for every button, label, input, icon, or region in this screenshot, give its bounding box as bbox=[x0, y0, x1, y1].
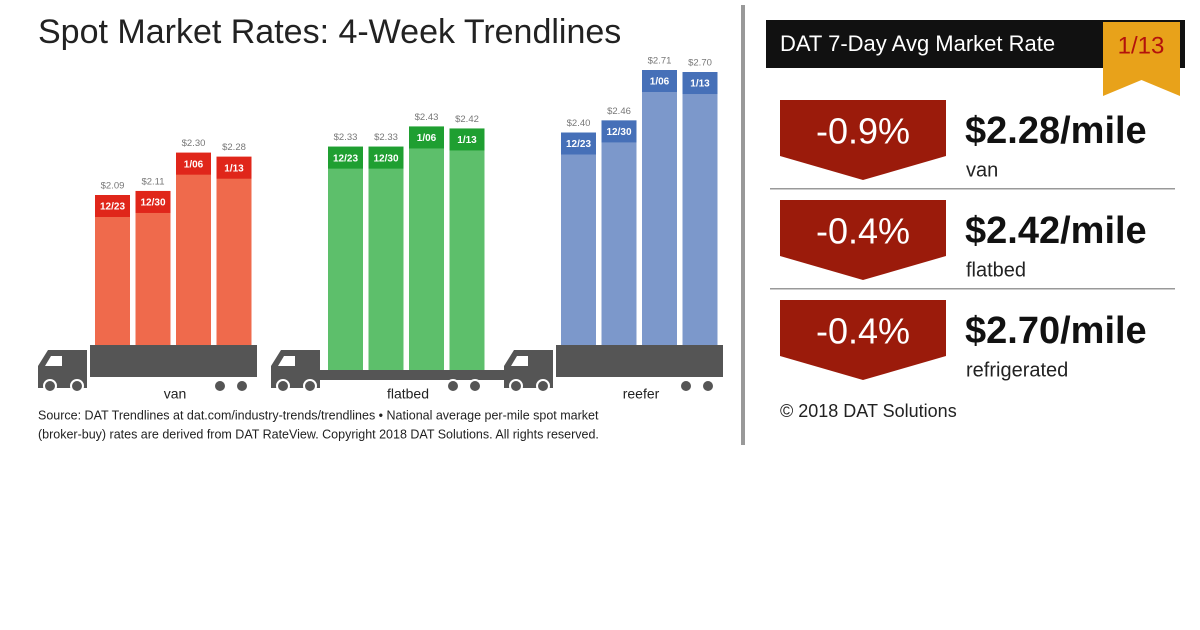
rate-value: $2.42/mile bbox=[965, 210, 1147, 252]
source-note: (broker-buy) rates are derived from DAT … bbox=[38, 427, 599, 441]
value-label: $2.46 bbox=[607, 106, 631, 117]
panel-date: 1/13 bbox=[1118, 32, 1165, 59]
value-label: $2.30 bbox=[182, 138, 206, 149]
wheel bbox=[213, 379, 227, 393]
wheel bbox=[303, 379, 317, 393]
bar bbox=[95, 195, 130, 345]
bar-date: 1/06 bbox=[184, 159, 204, 170]
group-label: reefer bbox=[623, 386, 660, 402]
change-value: -0.4% bbox=[816, 211, 910, 252]
bar-date: 1/06 bbox=[650, 77, 670, 88]
wheel bbox=[235, 379, 249, 393]
change-badge bbox=[780, 200, 946, 280]
bar bbox=[409, 126, 444, 370]
date-ribbon bbox=[1103, 22, 1180, 96]
bar-date-cap bbox=[135, 190, 171, 213]
rate-value: $2.28/mile bbox=[965, 110, 1147, 152]
value-label: $2.28 bbox=[222, 142, 246, 153]
wheel bbox=[468, 379, 482, 393]
wheel bbox=[276, 379, 290, 393]
value-label: $2.33 bbox=[334, 132, 358, 143]
wheel bbox=[70, 379, 84, 393]
wheel bbox=[509, 379, 523, 393]
bar-date: 12/23 bbox=[100, 202, 125, 213]
change-value: -0.9% bbox=[816, 111, 910, 152]
value-label: $2.70 bbox=[688, 58, 712, 69]
bar bbox=[216, 156, 252, 345]
bar-date: 12/30 bbox=[373, 153, 398, 164]
trailer bbox=[90, 345, 257, 377]
rate-label: refrigerated bbox=[966, 359, 1068, 381]
bar-date-cap bbox=[216, 156, 252, 179]
bar-date: 1/13 bbox=[690, 79, 710, 90]
bar-date: 1/06 bbox=[417, 133, 437, 144]
source-note: Source: DAT Trendlines at dat.com/indust… bbox=[38, 408, 599, 422]
bar-date: 12/30 bbox=[606, 127, 631, 138]
value-label: $2.33 bbox=[374, 132, 398, 143]
bar-date-cap bbox=[368, 146, 404, 169]
value-label: $2.09 bbox=[101, 181, 125, 192]
value-label: $2.11 bbox=[141, 176, 164, 187]
change-badge bbox=[780, 100, 946, 180]
bar-date: 12/23 bbox=[566, 139, 591, 150]
bar-date-cap bbox=[561, 132, 596, 155]
bar-date-cap bbox=[601, 120, 637, 143]
bar bbox=[601, 120, 637, 345]
wheel bbox=[446, 379, 460, 393]
chart-title: Spot Market Rates: 4-Week Trendlines bbox=[38, 13, 621, 51]
value-label: $2.42 bbox=[455, 114, 479, 125]
bar bbox=[449, 128, 485, 370]
bar-date-cap bbox=[176, 152, 211, 175]
row-divider bbox=[770, 188, 1175, 190]
wheel bbox=[701, 379, 715, 393]
bar bbox=[642, 70, 677, 345]
truck-window bbox=[278, 356, 295, 366]
rate-label: van bbox=[966, 159, 998, 181]
bar-date: 12/30 bbox=[140, 198, 165, 209]
bar-date: 12/23 bbox=[333, 153, 358, 164]
group-label: flatbed bbox=[387, 386, 429, 402]
wheel bbox=[679, 379, 693, 393]
bar bbox=[135, 190, 171, 345]
rate-label: flatbed bbox=[966, 259, 1026, 281]
value-label: $2.71 bbox=[648, 56, 672, 67]
change-badge bbox=[780, 300, 946, 380]
row-divider bbox=[770, 288, 1175, 290]
trailer bbox=[320, 370, 546, 380]
truck-window bbox=[45, 356, 62, 366]
rate-value: $2.70/mile bbox=[965, 310, 1147, 352]
bar-date-cap bbox=[682, 72, 718, 95]
divider bbox=[741, 5, 745, 445]
bar bbox=[176, 152, 211, 345]
change-value: -0.4% bbox=[816, 311, 910, 352]
bar bbox=[682, 72, 718, 346]
trailer bbox=[556, 345, 723, 377]
value-label: $2.40 bbox=[567, 118, 591, 129]
bar-date-cap bbox=[642, 70, 677, 92]
truck-window bbox=[511, 356, 528, 366]
bar bbox=[328, 146, 363, 370]
value-label: $2.43 bbox=[415, 112, 439, 123]
bar bbox=[368, 146, 404, 370]
group-label: van bbox=[164, 386, 187, 402]
bar-date: 1/13 bbox=[457, 135, 477, 146]
bar-date-cap bbox=[95, 195, 130, 217]
bar-date-cap bbox=[409, 126, 444, 149]
bar-date-cap bbox=[449, 128, 485, 151]
copyright: © 2018 DAT Solutions bbox=[780, 401, 957, 421]
panel-title: DAT 7-Day Avg Market Rate bbox=[780, 31, 1055, 56]
bar bbox=[561, 132, 596, 345]
bar-date: 1/13 bbox=[224, 163, 244, 174]
wheel bbox=[536, 379, 550, 393]
bar-date-cap bbox=[328, 146, 363, 169]
wheel bbox=[43, 379, 57, 393]
